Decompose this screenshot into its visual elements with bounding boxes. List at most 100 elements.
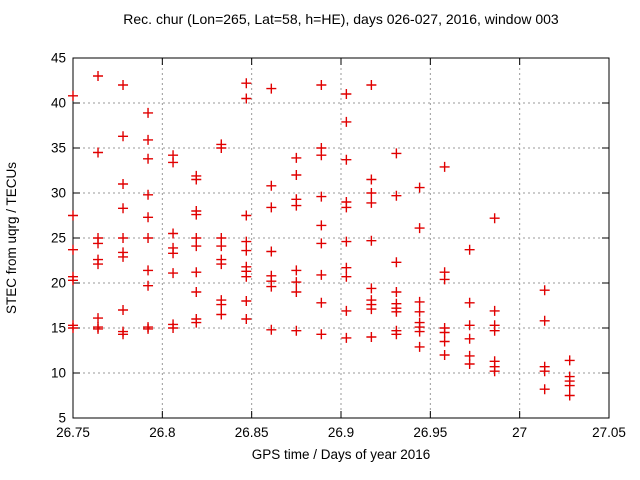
y-tick-label: 35 [51, 141, 66, 156]
y-tick-label: 45 [51, 51, 66, 66]
data-point-marker [366, 332, 377, 342]
data-point-marker [414, 296, 425, 307]
data-point-marker [266, 202, 277, 213]
data-point-marker [391, 190, 402, 201]
data-points [68, 71, 575, 401]
data-point-marker [93, 313, 104, 324]
data-point-marker [489, 325, 500, 336]
y-axis-label: STEC from uqrg / TECUs [4, 162, 19, 314]
data-point-marker [118, 80, 129, 90]
data-point-marker [118, 203, 129, 214]
data-point-marker [291, 325, 302, 336]
data-point-marker [366, 80, 377, 90]
data-point-marker [414, 306, 425, 317]
y-tick-label: 40 [51, 96, 66, 111]
data-point-marker [316, 220, 327, 231]
x-tick-label: 27 [512, 425, 527, 440]
data-point-marker [216, 143, 227, 153]
data-point-marker [291, 277, 302, 288]
data-point-marker [414, 223, 425, 234]
data-point-marker [93, 259, 104, 270]
data-point-marker [118, 251, 129, 262]
data-point-marker [241, 93, 252, 104]
data-point-marker [68, 210, 78, 221]
data-point-marker [366, 174, 377, 185]
data-point-marker [414, 341, 425, 352]
data-point-marker [68, 323, 78, 333]
data-point-marker [291, 200, 302, 211]
x-tick-label: 26.95 [413, 425, 447, 440]
x-tick-label: 27.05 [592, 425, 626, 440]
data-point-marker [316, 80, 327, 90]
data-point-marker [341, 271, 352, 282]
data-point-marker [391, 329, 402, 340]
data-point-marker [216, 241, 227, 252]
data-point-marker [564, 390, 575, 401]
data-point-marker [191, 287, 202, 297]
data-point-marker [118, 329, 129, 340]
data-point-marker [118, 179, 129, 189]
data-point-marker [291, 287, 302, 297]
data-point-marker [93, 323, 104, 334]
data-point-marker [266, 324, 277, 335]
data-point-marker [539, 366, 550, 377]
data-point-marker [93, 238, 104, 249]
data-point-marker [118, 233, 129, 243]
data-point-marker [341, 202, 352, 213]
data-point-marker [168, 268, 179, 279]
data-point-marker [191, 317, 202, 328]
y-tick-label: 30 [51, 186, 66, 201]
data-point-marker [93, 71, 104, 81]
data-point-marker [241, 296, 252, 306]
data-point-marker [266, 180, 277, 191]
data-point-marker [216, 259, 227, 270]
data-point-marker [316, 191, 327, 202]
data-point-marker [316, 238, 327, 249]
data-point-marker [143, 189, 154, 200]
data-point-marker [266, 281, 277, 292]
data-point-marker [341, 332, 352, 343]
axis-ticks [72, 57, 610, 419]
data-point-marker [489, 305, 500, 316]
data-point-marker [489, 366, 500, 377]
data-point-marker [68, 90, 78, 101]
data-point-marker [291, 265, 302, 276]
data-point-marker [143, 134, 154, 145]
data-point-marker [241, 314, 252, 324]
data-point-marker [241, 78, 252, 89]
data-point-marker [241, 236, 252, 247]
data-point-marker [341, 154, 352, 165]
data-point-marker [439, 274, 450, 285]
data-point-marker [464, 333, 475, 344]
data-point-marker [316, 329, 327, 340]
data-point-marker [143, 233, 154, 243]
data-point-marker [143, 280, 154, 291]
data-point-marker [191, 267, 202, 278]
x-tick-label: 26.9 [328, 425, 354, 440]
data-point-marker [439, 161, 450, 172]
data-point-marker [316, 150, 327, 161]
data-point-marker [216, 309, 227, 320]
data-point-marker [241, 210, 252, 221]
data-point-marker [191, 174, 202, 185]
grid-lines [72, 57, 610, 419]
data-point-marker [564, 380, 575, 391]
data-point-marker [168, 157, 179, 168]
data-point-marker [391, 306, 402, 317]
data-point-marker [241, 245, 252, 256]
data-point-marker [464, 320, 475, 331]
data-point-marker [291, 152, 302, 163]
data-point-marker [143, 153, 154, 164]
data-point-marker [168, 248, 179, 259]
data-point-marker [316, 269, 327, 280]
data-point-marker [341, 116, 352, 127]
data-point-marker [366, 283, 377, 294]
data-point-marker [464, 244, 475, 255]
data-point-marker [266, 83, 277, 94]
data-point-marker [439, 327, 450, 338]
data-point-marker [341, 305, 352, 316]
chart-title: Rec. chur (Lon=265, Lat=58, h=HE), days … [123, 11, 559, 27]
y-tick-label: 5 [58, 411, 66, 426]
data-point-marker [439, 336, 450, 347]
data-point-marker [168, 228, 179, 239]
